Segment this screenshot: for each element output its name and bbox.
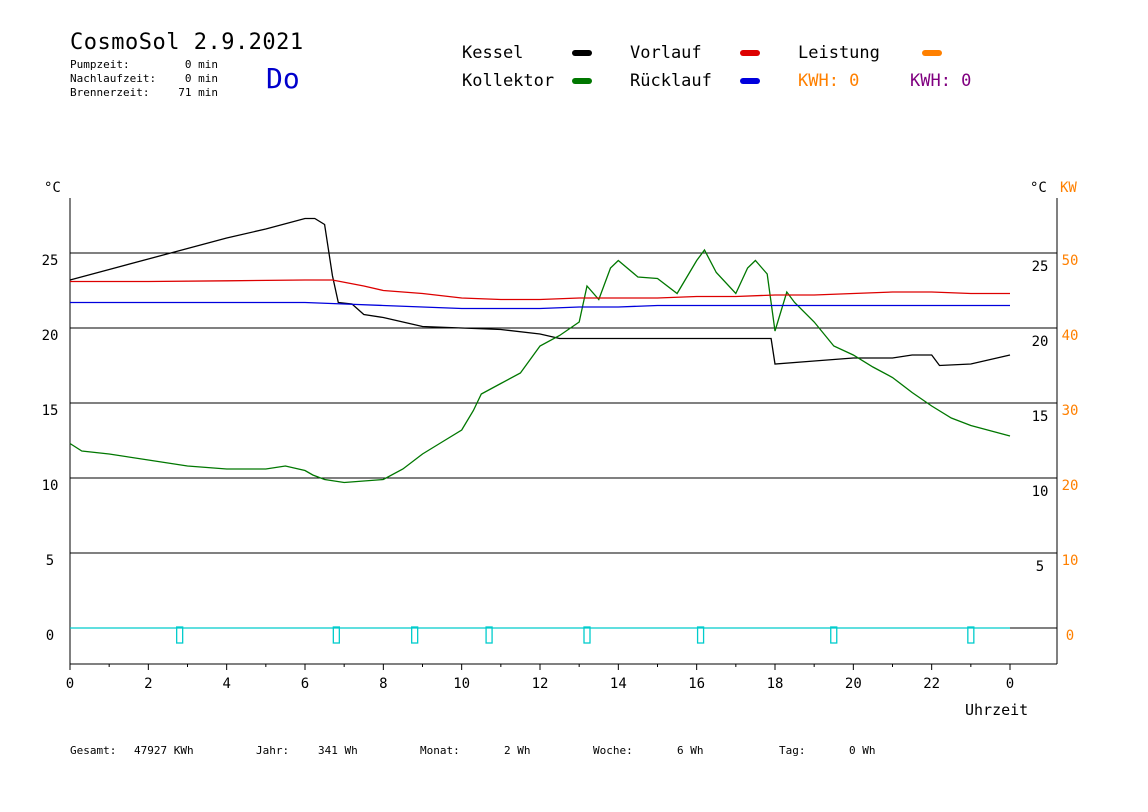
footer-tag-label: Tag: — [779, 744, 806, 757]
pump-marker — [485, 626, 493, 644]
x-tick-label: 10 — [453, 676, 470, 692]
y-tick-label-left: 5 — [46, 553, 54, 569]
y-tick-label-left: 15 — [42, 403, 59, 419]
x-tick-label: 0 — [66, 676, 74, 692]
legend-leistung-swatch — [922, 50, 942, 56]
brenner-time-label: Brennerzeit: — [70, 86, 150, 99]
y-tick-label-right: 15 — [1032, 409, 1049, 425]
nachlauf-time-value: 0 min — [184, 72, 218, 85]
pump-marker — [411, 626, 419, 644]
legend-kwh-total: KWH: 0 — [910, 71, 972, 91]
footer-tag-value: 0 Wh — [849, 744, 876, 757]
series-kollektor — [69, 248, 1011, 484]
pump-marker — [583, 626, 591, 644]
weekday-label: Do — [266, 62, 300, 95]
pump-marker — [332, 626, 340, 644]
legend-vorlauf-swatch — [740, 50, 760, 56]
x-tick-label: 22 — [923, 676, 940, 692]
legend-kessel-swatch — [572, 50, 592, 56]
legend-kollektor-label: Kollektor — [462, 71, 555, 91]
legend-kessel-label: Kessel — [462, 43, 524, 63]
legend-ruecklauf-swatch — [740, 78, 760, 84]
pump-marker — [967, 626, 975, 644]
series-vorlauf — [70, 279, 1010, 301]
y-tick-label-power: 10 — [1062, 553, 1079, 569]
footer-gesamt-value: 47927 KWh — [134, 744, 194, 757]
footer-woche-label: Woche: — [593, 744, 633, 757]
legend-vorlauf-label: Vorlauf — [630, 43, 702, 63]
y-tick-label-right: 10 — [1032, 484, 1049, 500]
y-axis-label-right: °C — [1030, 180, 1047, 196]
y-tick-label-left: 0 — [46, 628, 54, 644]
y-tick-label-left: 10 — [42, 478, 59, 494]
legend-kwh-solar: KWH: 0 — [798, 71, 860, 91]
x-tick-label: 16 — [688, 676, 705, 692]
series-ruecklauf — [70, 301, 1010, 310]
footer-gesamt-label: Gesamt: — [70, 744, 117, 757]
legend-leistung-label: Leistung — [798, 43, 880, 63]
pump-marker — [696, 626, 705, 644]
y-tick-label-power: 0 — [1066, 628, 1074, 644]
y-tick-label-power: 40 — [1062, 328, 1079, 344]
y-tick-label-left: 25 — [42, 253, 59, 269]
x-tick-label: 0 — [1006, 676, 1014, 692]
y-tick-label-power: 20 — [1062, 478, 1079, 494]
x-axis-label: Uhrzeit — [965, 701, 1028, 719]
legend-ruecklauf-label: Rücklauf — [630, 71, 712, 91]
pump-time-label: Pumpzeit: — [70, 58, 130, 71]
footer-monat-value: 2 Wh — [504, 744, 531, 757]
x-tick-label: 20 — [845, 676, 862, 692]
footer-monat-label: Monat: — [420, 744, 460, 757]
x-tick-label: 6 — [301, 676, 309, 692]
y-axis-label-left: °C — [44, 180, 61, 196]
x-tick-label: 4 — [222, 676, 230, 692]
x-tick-label: 14 — [610, 676, 627, 692]
legend-kollektor-swatch — [572, 78, 592, 84]
pump-marker — [176, 626, 184, 644]
x-tick-label: 12 — [532, 676, 549, 692]
footer-woche-value: 6 Wh — [677, 744, 704, 757]
brenner-time-value: 71 min — [178, 86, 218, 99]
y-tick-label-power: 50 — [1062, 253, 1079, 269]
x-tick-label: 8 — [379, 676, 387, 692]
y-axis-label-power: KW — [1060, 180, 1077, 196]
chart-title: CosmoSol 2.9.2021 — [70, 30, 304, 55]
pump-time-value: 0 min — [184, 58, 218, 71]
nachlauf-time-label: Nachlaufzeit: — [70, 72, 157, 85]
y-tick-label-left: 20 — [42, 328, 59, 344]
x-tick-label: 18 — [767, 676, 784, 692]
y-tick-label-right: 20 — [1032, 334, 1049, 350]
x-tick-label: 2 — [144, 676, 152, 692]
footer-jahr-value: 341 Wh — [318, 744, 358, 757]
y-tick-label-right: 5 — [1036, 559, 1044, 575]
pump-marker — [830, 626, 838, 644]
y-tick-label-power: 30 — [1062, 403, 1079, 419]
series-kessel — [69, 217, 1011, 367]
footer-jahr-label: Jahr: — [256, 744, 290, 757]
y-tick-label-right: 25 — [1032, 259, 1049, 275]
